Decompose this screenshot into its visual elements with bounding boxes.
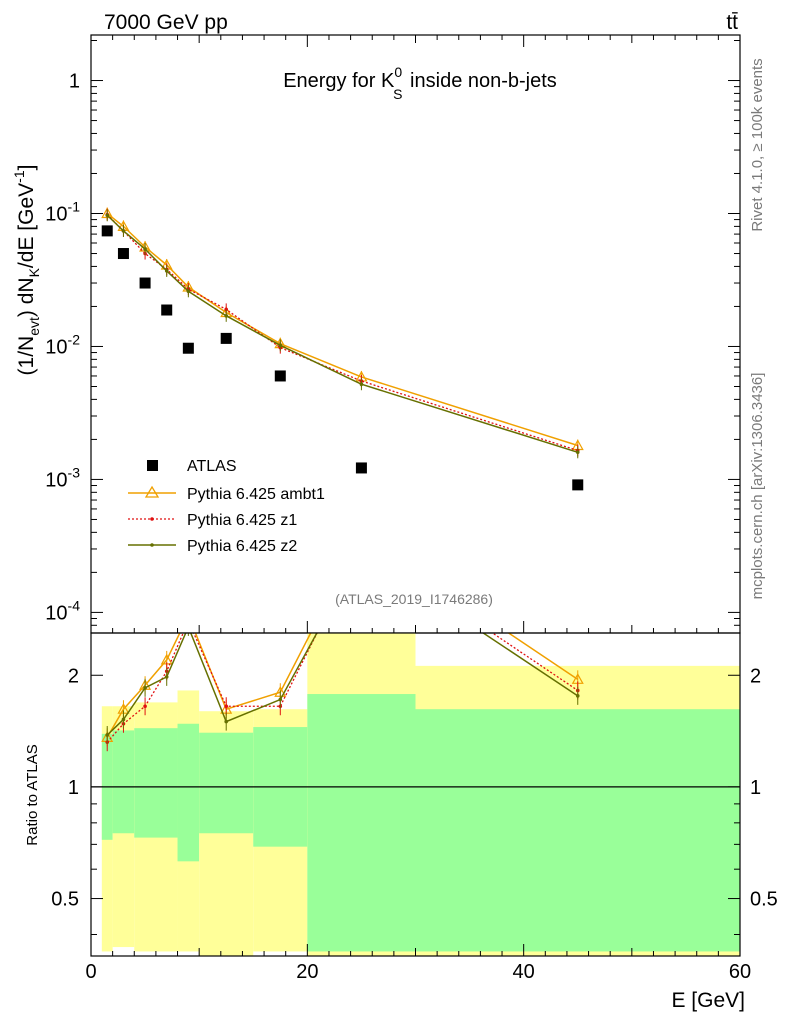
ratio-marker-z2-0 xyxy=(105,733,110,737)
band-inner-1 xyxy=(112,730,135,834)
data-point-4 xyxy=(182,342,194,354)
data-point-0 xyxy=(101,225,113,237)
ratio-marker-z1-7 xyxy=(360,543,364,547)
main-line-z1 xyxy=(106,214,578,452)
band-inner-3 xyxy=(177,723,200,862)
ratio-marker-z2-4 xyxy=(187,625,191,629)
main-panel: 10-4 10-3 10-2 10-1 1 xyxy=(45,34,741,634)
data-point-2 xyxy=(139,277,151,289)
ratio-marker-ambt1-7 xyxy=(356,529,366,538)
plot-title: Energy for K0 S inside non-b-jets xyxy=(283,64,557,102)
main-marker-z2-0 xyxy=(105,213,110,218)
mcplots-label: mcplots.cern.ch [arXiv:1306.3436] xyxy=(749,373,766,600)
data-point-5 xyxy=(220,332,232,344)
main-marker-z2-3 xyxy=(164,269,169,273)
main-line-z2 xyxy=(106,214,578,454)
header-energy-label: 7000 GeV pp xyxy=(104,11,228,34)
main-marker-z2-1 xyxy=(121,229,126,233)
legend-label-z2: Pythia 6.425 z2 xyxy=(187,538,297,555)
main-y-axis-label: (1/Nevt) dNK/dE [GeV-1] xyxy=(11,165,42,376)
ratio-marker-z2-2 xyxy=(143,686,147,690)
x-tick-label-2: 40 xyxy=(513,961,535,983)
main-ytick-label-4: 1 xyxy=(69,71,80,93)
ratio-panel: 0.5 0.51 12 20 20 40 60 xyxy=(51,529,778,983)
ratio-line-z1 xyxy=(106,633,579,743)
legend: ATLAS Pythia 6.425 ambt1 Pythia 6.425 z1… xyxy=(128,458,325,555)
data-point-3 xyxy=(161,304,173,316)
ratio-ytick-label-left-0: 0.5 xyxy=(51,889,79,911)
ratio-marker-z2-3 xyxy=(164,675,169,679)
ratio-ytick-label-right-1: 1 xyxy=(750,777,761,799)
main-series xyxy=(101,207,584,491)
header-process-label: tt̄ xyxy=(726,11,738,34)
data-point-7 xyxy=(355,462,367,474)
main-ytick-label-0: 10-4 xyxy=(45,597,80,624)
ratio-marker-z1-2 xyxy=(143,704,147,709)
band-inner-6 xyxy=(307,694,416,952)
main-marker-z2-6 xyxy=(278,343,283,348)
rivet-version-label: Rivet 4.1.0, ≥ 100k events xyxy=(749,58,766,231)
ratio-marker-z2-1 xyxy=(121,717,126,722)
main-marker-z2-5 xyxy=(224,314,229,318)
legend-marker-z1 xyxy=(150,517,154,521)
data-point-1 xyxy=(117,248,129,260)
main-marker-z2-4 xyxy=(186,289,191,294)
x-tick-label-1: 20 xyxy=(296,961,318,983)
legend-label-z1: Pythia 6.425 z1 xyxy=(187,512,297,529)
band-inner-2 xyxy=(134,728,178,838)
ratio-ytick-label-left-1: 1 xyxy=(68,777,79,799)
main-line-ambt1 xyxy=(106,212,578,447)
ratio-marker-z2-7 xyxy=(360,550,364,554)
ratio-marker-z2-6 xyxy=(278,697,283,702)
x-axis-label: E [GeV] xyxy=(671,989,745,1012)
uncertainty-bands xyxy=(101,633,740,956)
data-point-8 xyxy=(572,479,584,491)
legend-marker-ambt1 xyxy=(144,485,160,498)
main-ytick-label-2: 10-2 xyxy=(45,331,80,358)
analysis-label: (ATLAS_2019_I1746286) xyxy=(335,591,493,607)
main-marker-z2-8 xyxy=(575,450,580,455)
main-ytick-label-3: 10-1 xyxy=(45,198,80,225)
main-marker-z2-7 xyxy=(359,382,364,387)
legend-label-ambt1: Pythia 6.425 ambt1 xyxy=(187,486,325,503)
band-inner-4 xyxy=(199,732,254,834)
ratio-line-z2 xyxy=(106,633,579,736)
ratio-marker-z1-5 xyxy=(224,704,229,709)
ratio-marker-z1-4 xyxy=(187,619,191,623)
legend-marker-z2 xyxy=(150,543,154,547)
band-inner-7 xyxy=(415,709,740,952)
ratio-ytick-label-left-2: 2 xyxy=(68,665,79,687)
legend-marker-atlas xyxy=(147,460,158,471)
main-ytick-label-1: 10-3 xyxy=(45,464,80,491)
x-tick-label-3: 60 xyxy=(729,961,751,983)
data-point-6 xyxy=(274,370,286,382)
main-marker-z2-2 xyxy=(143,247,147,251)
ratio-ytick-label-right-2: 2 xyxy=(750,665,761,687)
ratio-marker-z2-8 xyxy=(575,694,580,698)
ratio-series xyxy=(101,529,584,752)
ratio-marker-ambt1-4 xyxy=(183,610,193,619)
ratio-y-axis-label: Ratio to ATLAS xyxy=(24,744,41,845)
ratio-ytick-label-right-0: 0.5 xyxy=(750,889,778,911)
ratio-line-ambt1 xyxy=(106,633,579,738)
x-tick-label-0: 0 xyxy=(85,961,96,983)
legend-label-atlas: ATLAS xyxy=(187,458,237,475)
main-marker-z1-5 xyxy=(224,307,229,312)
ratio-marker-z2-5 xyxy=(224,719,229,724)
